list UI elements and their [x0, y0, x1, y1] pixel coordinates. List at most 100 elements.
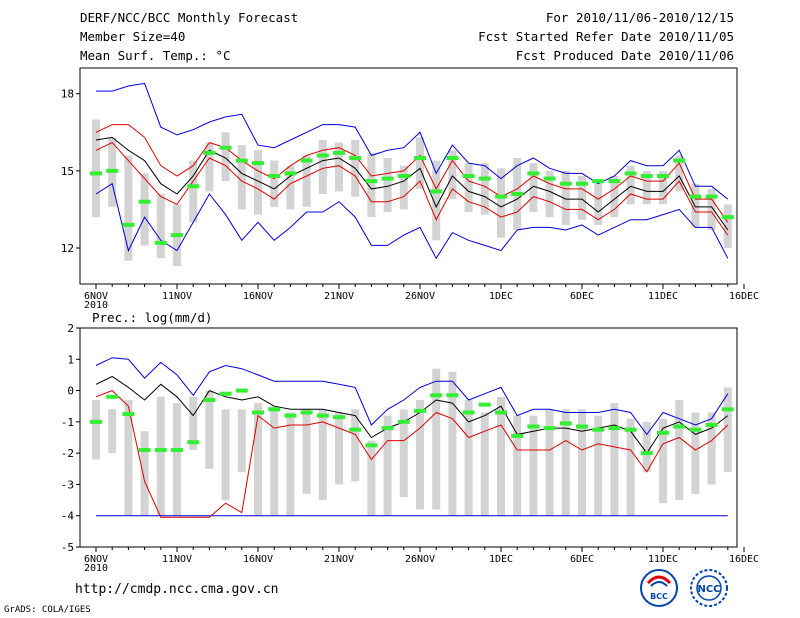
prec-box — [351, 409, 360, 482]
prec-box — [448, 371, 457, 516]
temp-mark — [543, 176, 556, 181]
temp-xtick-label: 16NOV — [243, 291, 273, 302]
prec-box — [432, 368, 441, 510]
temp-box — [237, 145, 246, 210]
precip-title: Prec.: log(mm/d) — [92, 310, 213, 325]
footer-url[interactable]: http://cmdp.ncc.cma.gov.cn — [75, 582, 279, 597]
prec-mark — [608, 426, 621, 431]
prec-mark — [268, 407, 281, 412]
temp-mark — [235, 158, 248, 163]
temp-box — [626, 165, 635, 205]
prec-mark — [365, 443, 378, 448]
temp-min-line — [95, 182, 729, 260]
prec-mark — [203, 397, 216, 402]
temp-mark — [576, 181, 588, 186]
prec-box — [173, 403, 181, 516]
temp-mark — [608, 179, 621, 184]
temp-box — [270, 160, 279, 207]
prec-box — [642, 421, 651, 472]
prec-mark — [511, 433, 524, 438]
bcc-logo: BCC — [640, 569, 678, 607]
prec-mark — [640, 451, 653, 456]
temp-box — [610, 176, 619, 218]
temp-box — [189, 160, 198, 223]
temp-mark — [478, 176, 491, 181]
temp-mark — [721, 215, 734, 220]
temp-ytick-label: 12 — [61, 242, 74, 255]
temp-ytick-label: 18 — [61, 88, 74, 101]
temp-box — [140, 173, 149, 246]
prec-mark — [316, 413, 329, 418]
prec-box — [464, 399, 473, 516]
temp-mark — [511, 192, 524, 196]
prec-q1-line — [95, 390, 729, 518]
temp-xtick-label: 11DEC — [648, 291, 678, 302]
temp-ytick-label: 15 — [61, 165, 74, 178]
prec-mark — [219, 391, 232, 396]
prec-xtick-label: 6DEC — [570, 554, 594, 565]
produced-date: Fcst Produced Date 2010/11/06 — [515, 48, 734, 63]
started-date: Fcst Started Refer Date 2010/11/05 — [478, 29, 734, 44]
temp-mark — [268, 174, 281, 178]
temp-box — [302, 155, 311, 207]
temp-q1-line — [95, 141, 729, 236]
prec-box — [723, 387, 732, 472]
prec-xtick-label: 6NOV — [84, 554, 108, 565]
temp-mark — [203, 150, 216, 155]
temp-box — [92, 119, 100, 218]
prec-ytick-label: 2 — [67, 322, 74, 335]
prec-box — [140, 431, 149, 516]
prec-mark — [576, 424, 588, 429]
prec-box — [254, 403, 262, 516]
temp-xtick-label: 6NOV — [84, 291, 108, 302]
temp-box — [497, 168, 505, 238]
prec-box — [92, 399, 100, 460]
temp-panel: 12 15 18 6NOV 11NOV 16NOV 21NOV 26NOV 1DEC 6DEC 11… — [61, 67, 759, 311]
prec-ytick-label: -5 — [61, 541, 74, 554]
prec-mark — [721, 407, 734, 412]
temp-mark — [527, 171, 540, 176]
temp-mark — [689, 194, 702, 199]
prec-mark — [138, 448, 151, 453]
temp-mark — [446, 156, 459, 160]
temp-xtick-label: 21NOV — [324, 291, 354, 302]
prec-mark — [171, 448, 183, 453]
ncc-logo-text: NCC — [697, 584, 720, 595]
temp-mark — [154, 240, 167, 245]
prec-mark — [154, 448, 167, 453]
prec-xtick-label: 26NOV — [405, 554, 435, 565]
prec-ytick-label: 1 — [67, 353, 74, 366]
temp-mark — [397, 174, 410, 178]
temp-mark — [624, 171, 637, 176]
prec-mark — [624, 427, 637, 432]
bcc-logo-text: BCC — [650, 592, 668, 601]
prec-box — [286, 412, 295, 516]
temp-box — [659, 170, 667, 205]
temp-mark — [138, 199, 151, 204]
temp-box — [318, 140, 327, 194]
prec-xtick-label: 11DEC — [648, 554, 678, 565]
temp-box — [642, 170, 651, 205]
temp-box — [383, 158, 392, 212]
prec-mark — [122, 412, 135, 417]
prec-mark — [527, 424, 540, 429]
prec-xtick-label: 16NOV — [243, 554, 273, 565]
prec-mark — [495, 410, 507, 415]
prec-year-label: 2010 — [84, 563, 108, 574]
temp-xtick-label: 11NOV — [162, 291, 192, 302]
ncc-logo: NCC — [690, 569, 728, 607]
prec-mark — [235, 388, 248, 393]
prec-xtick-label: 11NOV — [162, 554, 192, 565]
temp-box — [691, 183, 700, 228]
temp-box — [367, 152, 376, 218]
temp-box — [529, 163, 538, 212]
temp-mark — [219, 145, 232, 150]
prec-ytick-label: -2 — [61, 447, 74, 460]
temp-mark — [640, 174, 653, 178]
temp-frame — [79, 67, 738, 285]
prec-box — [156, 396, 165, 516]
prec-max-line — [95, 357, 729, 436]
temp-mark — [349, 156, 362, 160]
temp-mark — [592, 179, 605, 184]
